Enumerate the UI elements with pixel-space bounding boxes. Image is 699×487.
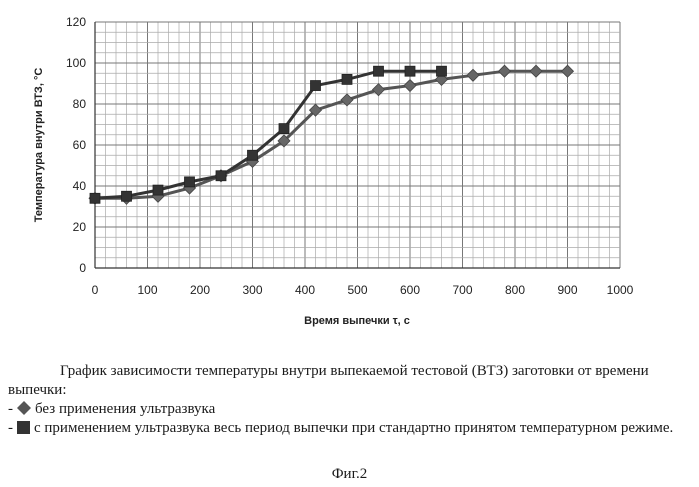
caption-item-text: с применением ультразвука весь период вы… — [34, 420, 673, 436]
y-tick-label: 20 — [73, 220, 87, 234]
data-point-square — [216, 171, 226, 181]
data-point-diamond — [562, 65, 574, 77]
y-tick-label: 100 — [66, 56, 86, 70]
caption-item-text: без применения ультразвука — [35, 401, 215, 417]
caption-item-dash: - — [8, 420, 13, 436]
caption-intro: График зависимости температуры внутри вы… — [8, 362, 693, 400]
figure-label: Фиг.2 — [0, 466, 699, 483]
data-point-square — [405, 66, 415, 76]
data-point-square — [122, 191, 132, 201]
diamond-marker-icon — [17, 401, 31, 415]
figure-caption: График зависимости температуры внутри вы… — [8, 362, 693, 438]
data-point-square — [248, 150, 258, 160]
caption-item-ultrasound: - с применением ультразвука весь период в… — [8, 419, 693, 438]
x-tick-label: 0 — [92, 283, 99, 297]
data-point-square — [311, 81, 321, 91]
data-point-square — [437, 66, 447, 76]
data-point-square — [90, 193, 100, 203]
square-marker-icon — [17, 421, 30, 434]
y-tick-label: 120 — [66, 15, 86, 29]
x-axis-label: Время выпечки τ, с — [304, 315, 410, 327]
data-point-diamond — [530, 65, 542, 77]
data-point-square — [153, 185, 163, 195]
y-tick-label: 60 — [73, 138, 87, 152]
x-tick-label: 600 — [400, 283, 420, 297]
y-axis-label: Температура внутри ВТЗ, °С — [33, 68, 45, 223]
data-point-square — [279, 124, 289, 134]
x-tick-labels: 0 100 200 300 400 500 600 700 800 900 1000 — [92, 283, 634, 297]
x-tick-label: 700 — [452, 283, 472, 297]
data-point-diamond — [404, 80, 416, 92]
data-point-diamond — [467, 69, 479, 81]
y-tick-label: 0 — [79, 261, 86, 275]
x-tick-label: 500 — [347, 283, 367, 297]
x-tick-label: 400 — [295, 283, 315, 297]
x-tick-label: 900 — [557, 283, 577, 297]
x-tick-label: 1000 — [607, 283, 634, 297]
x-tick-label: 200 — [190, 283, 210, 297]
chart-grid — [95, 22, 620, 268]
x-tick-label: 300 — [242, 283, 262, 297]
data-point-square — [342, 74, 352, 84]
caption-item-no-ultrasound: - без применения ультразвука — [8, 400, 693, 419]
data-point-diamond — [499, 65, 511, 77]
data-point-square — [374, 66, 384, 76]
x-tick-label: 800 — [505, 283, 525, 297]
y-tick-labels: 0 20 40 60 80 100 120 — [66, 15, 86, 275]
caption-item-dash: - — [8, 401, 13, 417]
data-point-square — [185, 177, 195, 187]
chart: 0 100 200 300 400 500 600 700 800 900 1000 0 20 40 60… — [0, 0, 699, 340]
x-tick-label: 100 — [137, 283, 157, 297]
y-tick-label: 80 — [73, 97, 87, 111]
y-tick-label: 40 — [73, 179, 87, 193]
